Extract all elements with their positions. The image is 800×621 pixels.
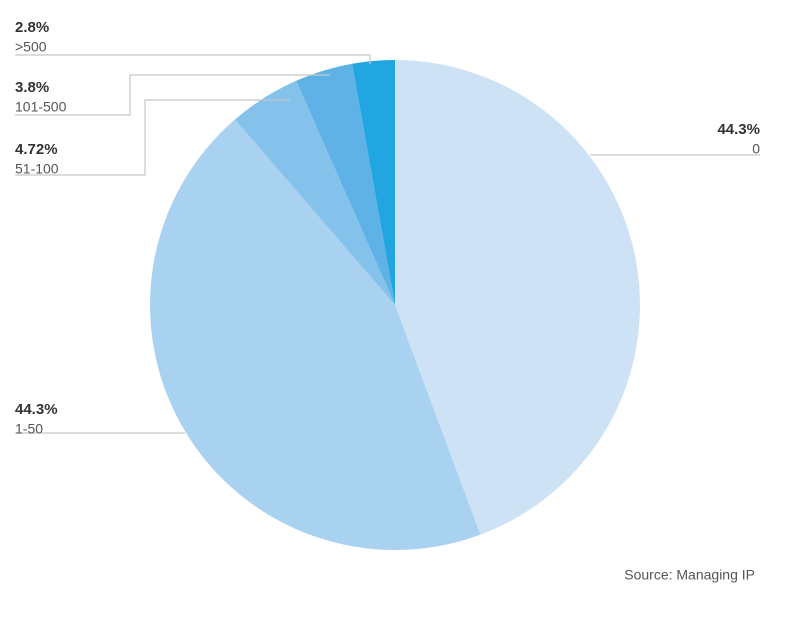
pie-slice [352, 60, 395, 305]
category-label: >500 [15, 39, 47, 55]
pie-slice [296, 63, 395, 305]
leader-line [15, 54, 371, 64]
leader-line [15, 99, 290, 176]
value-label: 44.3% [717, 121, 760, 138]
value-label: 4.72% [15, 141, 58, 158]
pie-slice [234, 80, 395, 305]
source: Source: Managing IP [624, 567, 755, 583]
category-label: 101-500 [15, 99, 67, 115]
pie-slice [395, 60, 640, 535]
value-label: 2.8% [15, 19, 49, 36]
category-label: 1-50 [15, 421, 43, 437]
category-label: 0 [752, 141, 760, 157]
value-label: 3.8% [15, 79, 49, 96]
value-label: 44.3% [15, 401, 58, 418]
category-label: 51-100 [15, 161, 59, 177]
pie-slice [149, 119, 481, 551]
leader-line [15, 74, 330, 116]
